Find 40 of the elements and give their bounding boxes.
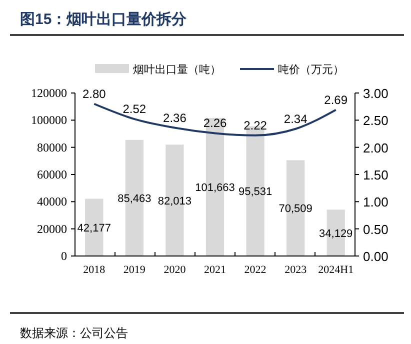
text: 2.52 [122,102,146,116]
y2-tick-label: 3.00 [363,86,388,101]
y2-tick-label: 1.00 [363,194,388,210]
y2-tick-label: 2.00 [363,140,388,156]
text: 82,013 [158,195,192,208]
text: 2.36 [163,110,186,125]
x-tick-label: 2019 [123,264,146,276]
line-series [93,102,337,136]
source-note: 数据来源：公司公告 [20,326,128,340]
x-tick-label: 2023 [284,264,308,276]
text: 85,463 [118,192,152,205]
text: 2.69 [324,92,348,107]
y2-tick-label: 1.50 [363,168,388,182]
x-tick-label: 2022 [244,264,266,276]
text: 2.22 [244,118,267,132]
y2-tick-label: 0.50 [363,222,388,237]
text: 2.80 [82,86,106,101]
text: 95,531 [238,186,272,198]
text: 2.26 [203,116,227,130]
y-tick-label: 40000 [37,194,67,209]
legend-label: 烟叶出口量（吨） [133,63,221,76]
x-tick-label: 2021 [204,264,226,276]
text: 2.34 [284,112,308,126]
y-tick-label: 80000 [37,140,67,154]
x-tick-label: 2024H1 [318,264,354,276]
legend-label: 吨价（万元） [278,63,344,76]
x-tick-label: 2020 [164,264,186,276]
chart-title: 图15：烟叶出口量价拆分 [20,11,188,28]
text: 34,129 [319,228,353,240]
x-tick-label: 2018 [83,264,106,276]
y-tick-label: 120000 [31,86,67,100]
text: 70,509 [278,203,312,216]
y-tick-label: 20000 [37,222,67,236]
y2-tick-label: 0.00 [363,249,388,264]
y-tick-label: 100000 [31,113,67,128]
text: 42,177 [77,222,111,234]
y-tick-label: 0 [61,249,67,263]
y2-tick-label: 2.50 [363,113,388,128]
y-tick-label: 60000 [37,168,67,182]
text: 101,663 [195,182,235,194]
